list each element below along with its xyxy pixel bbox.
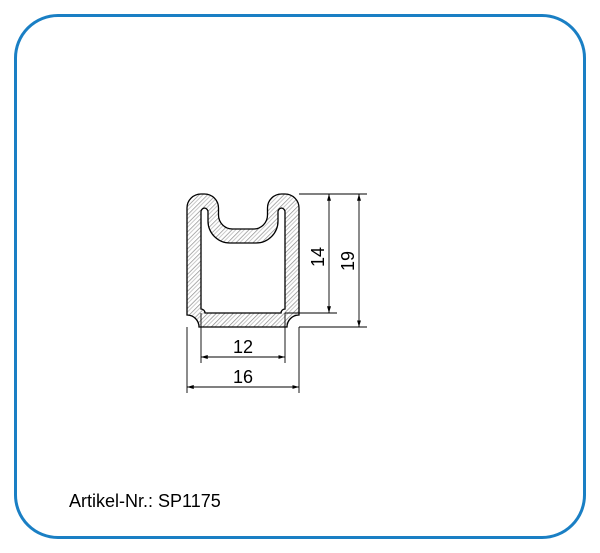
dim-height-outer-value: 19 bbox=[338, 251, 358, 271]
dim-width-inner-value: 12 bbox=[233, 337, 253, 357]
product-card: 12 16 14 19 Artikel-Nr.: SP1175 bbox=[14, 14, 586, 539]
dim-height-inner-value: 14 bbox=[308, 247, 328, 267]
profile-shape bbox=[187, 194, 299, 327]
article-number-label: Artikel-Nr.: SP1175 bbox=[69, 491, 221, 512]
dim-width-outer-value: 16 bbox=[233, 367, 253, 387]
cross-section-drawing: 12 16 14 19 bbox=[167, 167, 467, 427]
article-number: SP1175 bbox=[158, 491, 221, 511]
article-prefix: Artikel-Nr.: bbox=[69, 491, 158, 511]
